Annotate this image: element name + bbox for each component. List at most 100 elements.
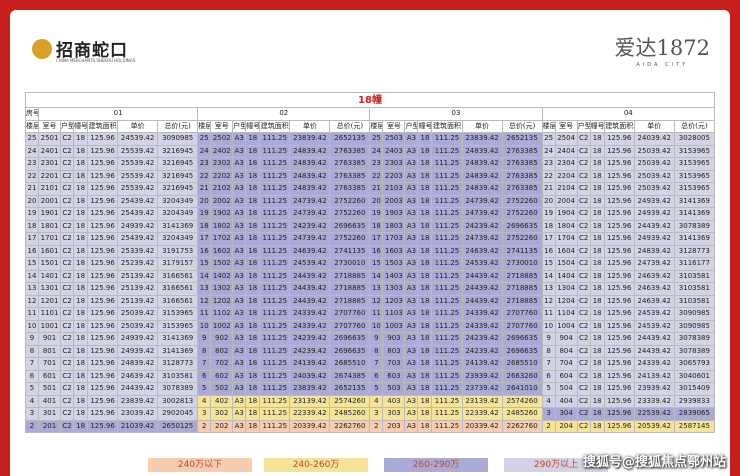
column-header: 楼层 (541, 119, 556, 133)
cell: 22 (197, 169, 212, 183)
cell: 125.96 (603, 232, 635, 246)
cell: A3 (404, 144, 419, 158)
cell: 9 (24, 332, 40, 346)
cell: 24739.42 (461, 207, 503, 221)
cell: 1401 (38, 269, 62, 283)
legend-item: 240-260万 (264, 458, 368, 472)
cell: 125.96 (87, 319, 119, 333)
cell: 10 (369, 319, 384, 333)
cell: 18 (245, 169, 261, 183)
cell: A3 (232, 219, 247, 233)
cell: C2 (60, 394, 75, 408)
column-header: 总价(元) (673, 119, 716, 133)
cell: A3 (404, 382, 419, 396)
cell: 18 (417, 332, 433, 346)
cell: 18 (417, 369, 433, 383)
cell: C2 (576, 307, 591, 321)
watermark: 搜狐号@搜狐焦点鄂州站 (582, 455, 726, 470)
cell: 125.96 (603, 332, 635, 346)
cell: 125.96 (87, 307, 119, 321)
cell: 21 (541, 182, 556, 196)
cell: 125.96 (87, 157, 119, 171)
room-label: 房号 (24, 107, 40, 121)
cell: 9 (369, 332, 384, 346)
cell: 1702 (210, 232, 234, 246)
cell: 23839.42 (289, 382, 331, 396)
cell: 18 (24, 219, 40, 233)
cell: 24139.42 (633, 369, 675, 383)
cell: 1904 (554, 207, 578, 221)
cell: 20 (541, 194, 556, 208)
cell: 11 (541, 307, 556, 321)
cell: 25039.42 (117, 319, 159, 333)
cell: 18 (73, 219, 89, 233)
cell: 22339.42 (289, 407, 331, 421)
cell: 111.25 (431, 382, 463, 396)
cell: 18 (589, 132, 605, 146)
cell: 5 (24, 382, 40, 396)
cell: 2652135 (329, 382, 371, 396)
cell: 3 (24, 407, 40, 421)
cell: 8 (24, 344, 40, 358)
cell: 2752260 (329, 207, 371, 221)
cell: 24039.42 (289, 369, 331, 383)
cell: 125.96 (603, 319, 635, 333)
cell: 24439.42 (289, 294, 331, 308)
cell: 111.25 (431, 307, 463, 321)
cell: 111.25 (259, 282, 291, 296)
cell: 2201 (38, 169, 62, 183)
data-row: 17 1701 C2 18 125.96 25439.42 3204349 17 1702 A3 1… (24, 232, 716, 246)
cell: 23 (369, 157, 384, 171)
cell: A3 (404, 357, 419, 371)
cell: 24339.42 (289, 307, 331, 321)
data-row: 22 2201 C2 18 125.96 25539.42 3216945 22 2202 A3 1… (24, 169, 716, 183)
cell: A3 (232, 194, 247, 208)
cell: 24639.42 (461, 244, 503, 258)
cell: C2 (60, 219, 75, 233)
cell: 3216945 (157, 144, 199, 158)
cell: 3191753 (157, 244, 199, 258)
cell: 3078389 (673, 344, 716, 358)
cell: 3179157 (157, 257, 199, 271)
column-header: 楼层 (369, 119, 384, 133)
cell: 401 (38, 394, 62, 408)
cell: A3 (404, 307, 419, 321)
cell: 24839.42 (633, 244, 675, 258)
cell: 18 (589, 282, 605, 296)
title-row: 18幢 (25, 92, 715, 108)
cell: C2 (576, 182, 591, 196)
cell: C2 (576, 207, 591, 221)
cell: 18 (417, 182, 433, 196)
cell: 1901 (38, 207, 62, 221)
cell: 2763385 (329, 144, 371, 158)
cell: C2 (576, 394, 591, 408)
data-row: 23 2301 C2 18 125.96 25539.42 3216945 23 2302 A3 1… (24, 157, 716, 171)
cell: 24539.42 (289, 257, 331, 271)
cell: 501 (38, 382, 62, 396)
cell: 2696635 (329, 219, 371, 233)
cell: 125.96 (87, 407, 119, 421)
cell: A3 (232, 307, 247, 321)
cell: 25539.42 (117, 169, 159, 183)
data-row: 11 1101 C2 18 125.96 25039.42 3153965 11 1102 A3 1… (24, 307, 716, 321)
cell: 4 (24, 394, 40, 408)
cell: 3078389 (673, 219, 716, 233)
cell: 23339.42 (633, 394, 675, 408)
cell: 18 (245, 394, 261, 408)
cell: 111.25 (431, 282, 463, 296)
cell: 3166561 (157, 294, 199, 308)
cell: 125.96 (87, 244, 119, 258)
cell: 1602 (210, 244, 234, 258)
cell: A3 (232, 419, 247, 433)
cell: 19 (197, 207, 212, 221)
unit-header: 01 (38, 107, 199, 121)
cell: 18 (589, 219, 605, 233)
cell: 18 (589, 157, 605, 171)
cell: 1603 (382, 244, 406, 258)
cell: 1402 (210, 269, 234, 283)
cell: 1004 (554, 319, 578, 333)
cell: 20339.42 (461, 419, 503, 433)
cell: 125.96 (603, 219, 635, 233)
cell: 125.96 (87, 169, 119, 183)
